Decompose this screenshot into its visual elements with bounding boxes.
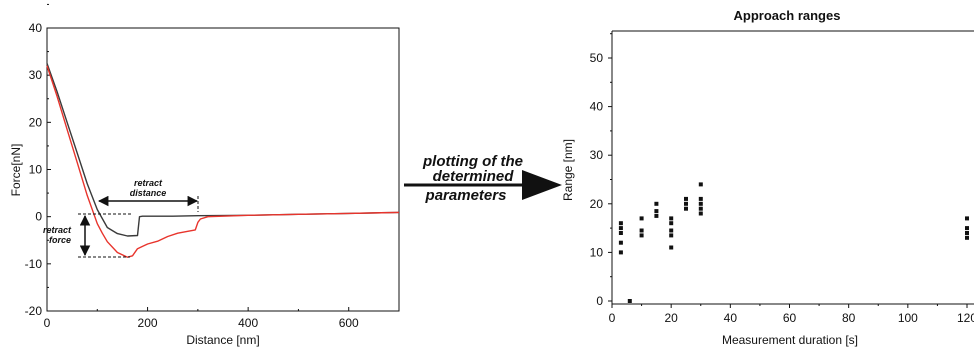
x-tick-label: 0	[609, 311, 616, 325]
scatter-point	[669, 233, 674, 238]
scatter-point	[618, 240, 623, 245]
scatter-point	[627, 299, 632, 303]
scatter-point	[639, 228, 644, 233]
y-tick-label: 0	[596, 294, 603, 308]
y-tick-label: 30	[29, 68, 43, 82]
scatter-point	[654, 209, 659, 214]
scatter-point	[654, 213, 659, 218]
scatter-point	[639, 233, 644, 238]
y-tick-label: 40	[29, 21, 43, 35]
arrow-label-line2: determined	[433, 168, 515, 185]
x-tick-label: 200	[138, 316, 158, 330]
scatter-point	[698, 206, 703, 211]
y-axis-label: Force[nN]	[9, 144, 23, 197]
series-group	[46, 63, 400, 258]
x-tick-label: 40	[724, 311, 738, 325]
y-tick-label: 10	[29, 163, 43, 177]
transition-arrow: plotting of the determined parameters	[404, 153, 562, 204]
scatter-point	[654, 201, 659, 206]
retract-distance-label-line1: retract	[134, 178, 163, 188]
arrow-label-line3: parameters	[425, 187, 507, 204]
x-tick-label: 60	[783, 311, 797, 325]
scatter-point	[965, 216, 969, 221]
scatter-point	[618, 226, 623, 231]
plot-frame	[46, 27, 400, 312]
x-tick-label: 0	[44, 316, 51, 330]
y-tick-label: 40	[590, 100, 604, 114]
y-tick-label: 20	[590, 197, 604, 211]
scatter-point	[698, 196, 703, 201]
series-line-2	[46, 65, 400, 258]
y-tick-label: 30	[590, 148, 604, 162]
x-axis-ticks: 0 20 40 60 80 100 120	[609, 304, 974, 325]
approach-ranges-chart: Approach ranges 0 10 20 30 40 50 0 20 40 60 80 100…	[561, 8, 974, 347]
retract-force-label-line1: retract	[43, 225, 72, 235]
x-tick-label: 80	[842, 311, 856, 325]
y-tick-label: -10	[25, 257, 43, 271]
x-tick-label: 120	[957, 311, 974, 325]
x-tick-label: 20	[664, 311, 678, 325]
y-axis-ticks: 0 10 20 30 40 50	[590, 33, 612, 308]
scatter-point	[669, 228, 674, 233]
arrow-label-line1: plotting of the	[422, 153, 523, 170]
scatter-point	[965, 235, 969, 240]
scatter-point	[698, 201, 703, 206]
y-axis-ticks: -20 -10 0 10 20 30 40	[25, 3, 51, 318]
y-axis-label: Range [nm]	[561, 139, 575, 201]
scatter-point	[698, 211, 703, 216]
scatter-point	[618, 221, 623, 226]
x-axis-label: Distance [nm]	[186, 333, 259, 347]
y-tick-label: 0	[35, 210, 42, 224]
x-axis-ticks: 0 200 400 600	[44, 307, 400, 330]
x-tick-label: 600	[339, 316, 359, 330]
scatter-point	[698, 182, 703, 187]
scatter-point	[669, 216, 674, 221]
x-axis-label: Measurement duration [s]	[722, 333, 858, 347]
retract-force-label-line2: force	[49, 235, 71, 245]
y-tick-label: -20	[25, 304, 43, 318]
y-tick-label: 20	[29, 115, 43, 129]
scatter-point	[684, 196, 688, 201]
scatter-point	[684, 206, 688, 211]
arrow-head-icon	[522, 170, 562, 200]
scatter-point	[684, 201, 688, 206]
scatter-points	[618, 182, 969, 303]
scatter-point	[965, 231, 969, 235]
scatter-point	[965, 226, 969, 231]
retract-distance-label-line2: distance	[130, 188, 167, 198]
scatter-point	[618, 250, 623, 255]
scatter-point	[669, 245, 674, 250]
x-tick-label: 400	[238, 316, 258, 330]
scatter-point	[669, 221, 674, 226]
force-distance-chart: -20 -10 0 10 20 30 40 0 200 400 600 Force[nN] Dis…	[9, 3, 400, 347]
scatter-point	[618, 231, 623, 235]
x-tick-label: 100	[898, 311, 918, 325]
y-tick-label: 10	[590, 245, 604, 259]
chart-title: Approach ranges	[734, 8, 841, 23]
scatter-point	[639, 216, 644, 221]
y-tick-label: 50	[590, 51, 604, 65]
